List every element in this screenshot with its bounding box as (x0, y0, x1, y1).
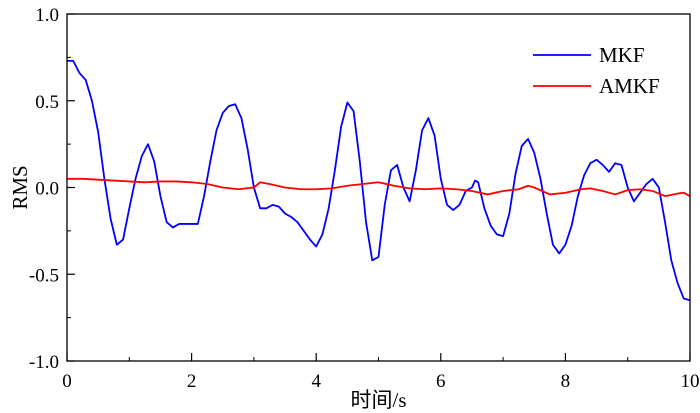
x-tick-label: 10 (681, 371, 700, 392)
y-tick-label: -0.5 (29, 265, 59, 286)
legend-label-mkf: MKF (599, 43, 645, 67)
y-tick-label: 0.5 (35, 92, 59, 113)
y-axis-title: RMS (8, 165, 32, 209)
x-axis-title: 时间/s (350, 388, 406, 412)
series-line-amkf (67, 177, 691, 198)
series-line-mkf (67, 59, 691, 302)
ticks-layer: 0 2 4 6 8 10 -1.0 -0.5 0.0 0.5 1.0 (29, 5, 700, 392)
x-tick-label: 4 (311, 371, 321, 392)
y-tick-label: -1.0 (29, 352, 59, 373)
x-tick-label: 2 (187, 371, 197, 392)
x-tick-label: 8 (561, 371, 571, 392)
legend-label-amkf: AMKF (599, 74, 660, 98)
x-tick-label: 0 (62, 371, 72, 392)
y-tick-label: 0.0 (35, 179, 59, 200)
y-tick-label: 1.0 (35, 5, 59, 26)
x-tick-label: 6 (436, 371, 446, 392)
legend: MKF AMKF (533, 43, 660, 98)
series-layer (67, 59, 691, 302)
plot-frame (66, 13, 691, 362)
